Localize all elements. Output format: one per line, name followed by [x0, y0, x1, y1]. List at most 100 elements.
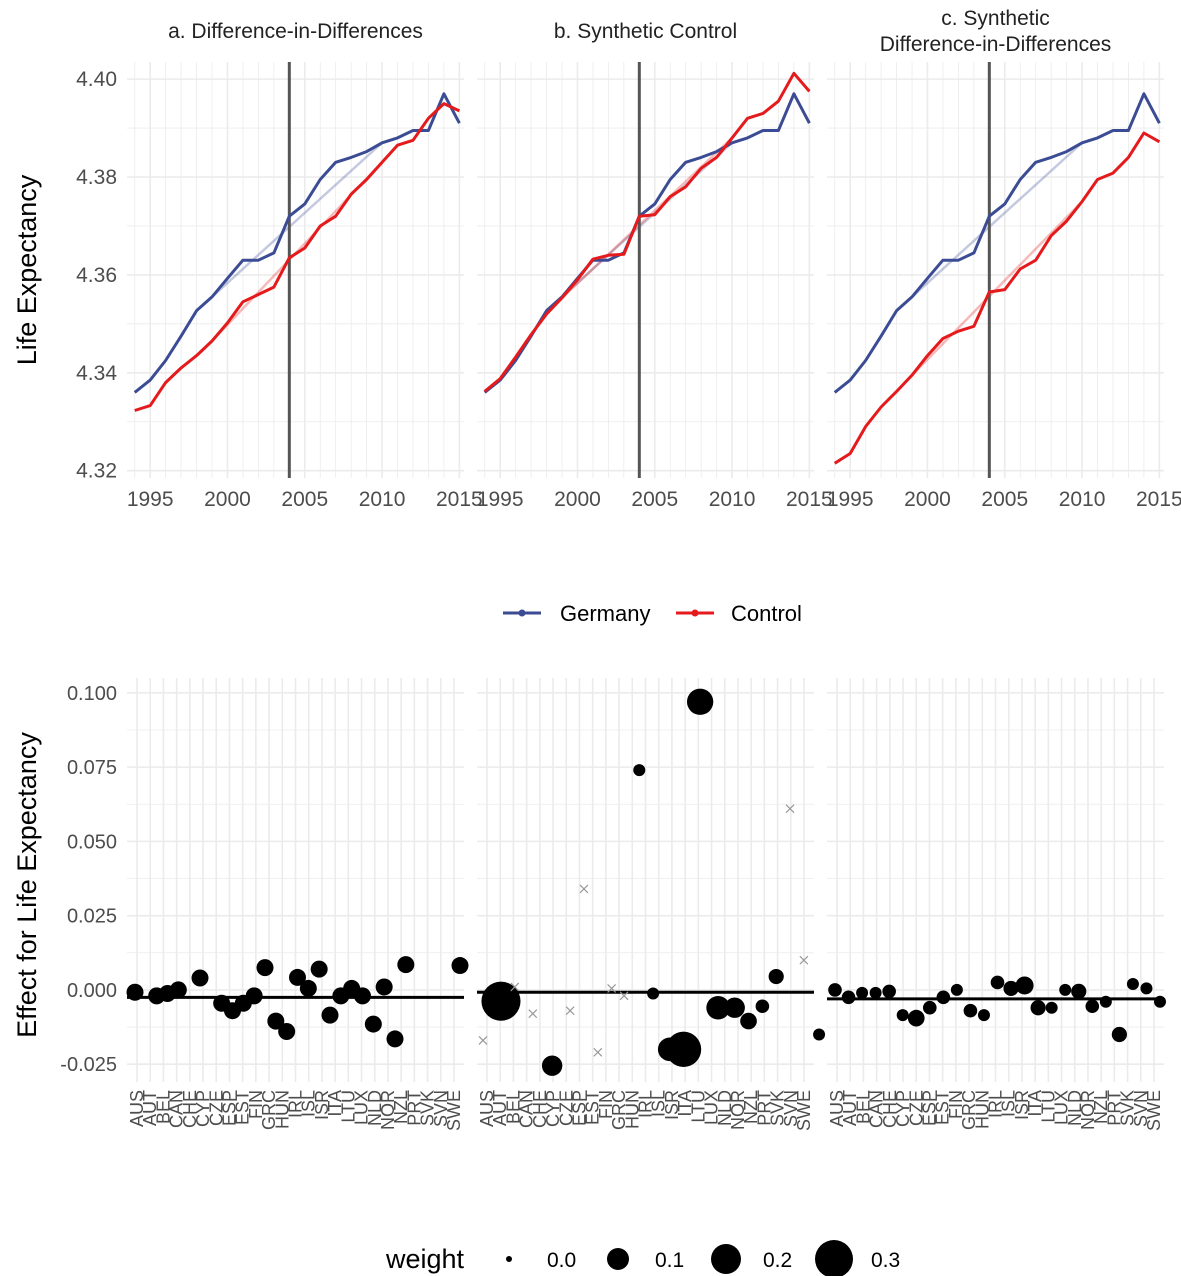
x-tick-label: NLD — [1065, 1090, 1085, 1126]
x-tick-label: 1995 — [827, 488, 874, 511]
weight-legend-dot-2 — [711, 1244, 741, 1274]
top-y-axis-label: Life Expectancy — [12, 174, 42, 365]
effect-point — [1071, 983, 1087, 999]
effect-point — [245, 987, 263, 1005]
x-tick-label: BEL — [153, 1090, 173, 1124]
effect-point — [907, 1009, 925, 1027]
x-tick-label: CHE — [530, 1090, 550, 1128]
x-tick-label: SVN — [781, 1090, 801, 1127]
x-tick-label: SVK — [768, 1090, 788, 1126]
effect-point — [191, 969, 209, 987]
x-tick-label: AUT — [840, 1090, 860, 1126]
effect-point — [950, 983, 963, 996]
x-tick-label: LUX — [352, 1090, 372, 1125]
x-tick-label: LTU — [688, 1090, 708, 1123]
effect-point — [686, 688, 714, 715]
x-tick-label: 2015 — [436, 488, 483, 511]
top-panels: a. Difference-in-Differences 1995 2000 2005… — [76, 7, 1181, 511]
x-tick-label: 2010 — [1059, 488, 1106, 511]
x-tick-label: CZE — [556, 1090, 576, 1126]
x-tick-label: 2000 — [204, 488, 251, 511]
x-tick-label: 2010 — [359, 488, 406, 511]
x-tick-label: ESP — [219, 1090, 239, 1126]
x-tick-label: 1995 — [127, 488, 174, 511]
x-tick-label: FIN — [946, 1090, 966, 1119]
color-legend: Germany Control — [503, 601, 802, 626]
x-tick-label: 2015 — [1136, 488, 1181, 511]
effect-point — [1111, 1026, 1127, 1043]
y-tick-label: -0.025 — [60, 1054, 117, 1076]
x-tick-label: 2010 — [709, 488, 756, 511]
x-tick-label: IRL — [286, 1090, 306, 1118]
bottom-panels: -0.0250.0000.0250.0500.0750.100AUSAUTBEL… — [60, 678, 1166, 1131]
x-tick-label: LTU — [338, 1090, 358, 1123]
effect-point — [828, 983, 842, 997]
effect-point — [1099, 995, 1112, 1008]
legend-control-label: Control — [731, 601, 802, 626]
effect-point — [1154, 995, 1166, 1008]
weight-legend-label-2: 0.2 — [763, 1249, 792, 1272]
effect-point — [896, 1009, 909, 1022]
x-tick-label: 2000 — [554, 488, 601, 511]
x-tick-label: EST — [933, 1090, 953, 1125]
y-tick-label: 0.025 — [67, 906, 117, 928]
x-tick-label: ISR — [312, 1090, 332, 1120]
effect-point — [724, 997, 745, 1018]
trend-line — [211, 141, 383, 298]
weight-legend-dot-0 — [506, 1256, 512, 1262]
effect-point — [1059, 983, 1072, 996]
line-panel-c: c. Synthetic Difference-in-Differences 199… — [827, 7, 1181, 511]
y-tick-label: 0.075 — [67, 757, 117, 779]
effect-point — [990, 975, 1005, 990]
legend-germany-dot — [518, 609, 526, 617]
weight-legend-label-0: 0.0 — [547, 1249, 576, 1272]
x-tick-label: LUX — [1052, 1090, 1072, 1125]
y-tick-label: 0.100 — [67, 683, 117, 705]
effect-point — [256, 959, 274, 977]
x-tick-label: CAN — [517, 1090, 537, 1128]
x-tick-label: NZL — [391, 1090, 411, 1124]
effect-point — [841, 990, 856, 1005]
x-tick-label: CAN — [167, 1090, 187, 1128]
panel-title: c. Synthetic — [941, 7, 1050, 30]
effect-point — [1126, 977, 1139, 990]
effect-point — [386, 1030, 404, 1048]
x-tick-label: CYP — [893, 1090, 913, 1127]
x-tick-label: GRC — [609, 1090, 629, 1130]
x-tick-label: PRT — [754, 1090, 774, 1126]
effect-point — [321, 1006, 339, 1024]
zero-weight-point — [528, 1009, 538, 1019]
x-tick-label: CZE — [906, 1090, 926, 1126]
x-tick-label: AUT — [140, 1090, 160, 1126]
x-tick-label: 2005 — [981, 488, 1028, 511]
x-tick-label: ISR — [662, 1090, 682, 1120]
x-tick-label: CAN — [867, 1090, 887, 1128]
legend-control-dot — [691, 609, 699, 617]
x-tick-label: ITA — [325, 1090, 345, 1117]
effect-panel-a: -0.025 0.000 0.025 0.050 0.075 0.100 AUSAUTBEL… — [60, 678, 469, 1131]
panel-title: a. Difference-in-Differences — [168, 20, 423, 43]
zero-weight-point — [785, 804, 795, 814]
zero-weight-point — [510, 982, 520, 992]
effect-point — [126, 983, 144, 1001]
effect-panel-b: AUSAUTBELCANCHECYPCZEESPESTFINGRCHUNIRLI… — [477, 678, 826, 1131]
effect-panel-c: AUSAUTBELCANCHECYPCZEESPESTFINGRCHUNIRLI… — [827, 678, 1166, 1131]
series-line-germany — [133, 92, 461, 394]
bottom-y-axis-label: Effect for Life Expectancy — [12, 732, 42, 1038]
y-tick-label: 0.050 — [67, 831, 117, 853]
x-tick-label: AUS — [477, 1090, 497, 1127]
effect-point — [278, 1023, 296, 1040]
x-tick-label: HUN — [272, 1090, 292, 1129]
effect-point — [633, 764, 646, 777]
trend-line — [911, 141, 1083, 298]
trend-line — [561, 141, 733, 298]
series-line-germany — [833, 92, 1161, 394]
x-tick-label: GRC — [959, 1090, 979, 1130]
x-tick-label: LUX — [702, 1090, 722, 1125]
effect-point — [768, 968, 784, 985]
effect-point — [1045, 1001, 1058, 1014]
x-tick-label: ESP — [569, 1090, 589, 1126]
x-tick-label: HUN — [622, 1090, 642, 1129]
x-tick-label: CYP — [193, 1090, 213, 1127]
x-tick-label: NOR — [728, 1090, 748, 1130]
